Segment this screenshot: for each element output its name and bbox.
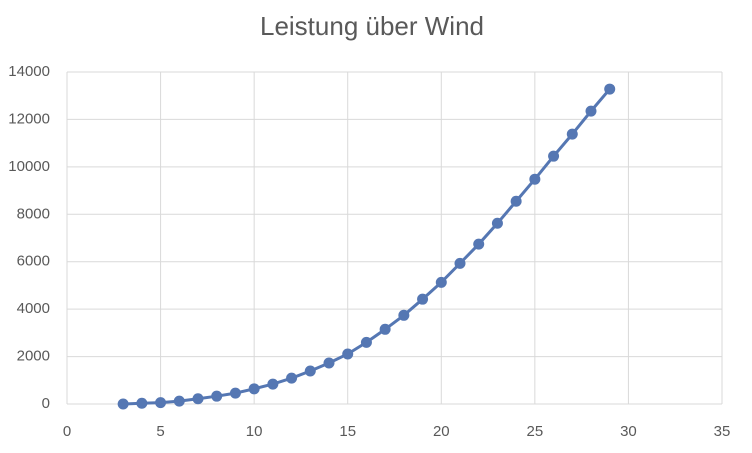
- y-tick-label: 14000: [8, 63, 50, 80]
- data-point: [473, 238, 485, 250]
- data-point: [454, 257, 466, 269]
- data-point: [229, 387, 241, 399]
- y-tick-label: 4000: [17, 300, 50, 317]
- data-point: [566, 128, 578, 140]
- chart-title: Leistung über Wind: [260, 11, 484, 41]
- data-point: [155, 397, 167, 409]
- y-tick-label: 2000: [17, 348, 50, 365]
- x-tick-label: 25: [527, 423, 544, 440]
- data-point: [510, 195, 522, 207]
- data-point: [267, 378, 279, 390]
- data-point: [398, 309, 410, 321]
- x-tick-label: 10: [246, 423, 263, 440]
- y-tick-label: 8000: [17, 205, 50, 222]
- x-tick-label: 35: [714, 423, 731, 440]
- y-tick-label: 12000: [8, 110, 50, 127]
- data-point: [248, 383, 260, 395]
- x-tick-label: 15: [339, 423, 356, 440]
- data-point: [342, 348, 354, 360]
- x-tick-label: 20: [433, 423, 450, 440]
- data-point: [192, 393, 204, 405]
- data-point: [417, 293, 429, 305]
- y-tick-label: 6000: [17, 253, 50, 270]
- data-point: [585, 105, 597, 117]
- x-tick-label: 5: [156, 423, 164, 440]
- data-point: [360, 336, 372, 348]
- data-point: [136, 397, 148, 409]
- y-tick-label: 0: [42, 395, 50, 412]
- data-point: [604, 83, 616, 95]
- data-point: [379, 323, 391, 335]
- x-tick-label: 30: [620, 423, 637, 440]
- data-point: [323, 357, 335, 369]
- data-point: [529, 173, 541, 185]
- data-point: [211, 390, 223, 402]
- y-tick-label: 10000: [8, 158, 50, 175]
- x-tick-label: 0: [63, 423, 71, 440]
- data-point: [435, 276, 447, 288]
- data-point: [173, 395, 185, 407]
- data-point: [491, 217, 503, 229]
- data-point: [286, 372, 298, 384]
- data-point: [548, 150, 560, 162]
- data-point: [117, 398, 129, 410]
- data-point: [304, 365, 316, 377]
